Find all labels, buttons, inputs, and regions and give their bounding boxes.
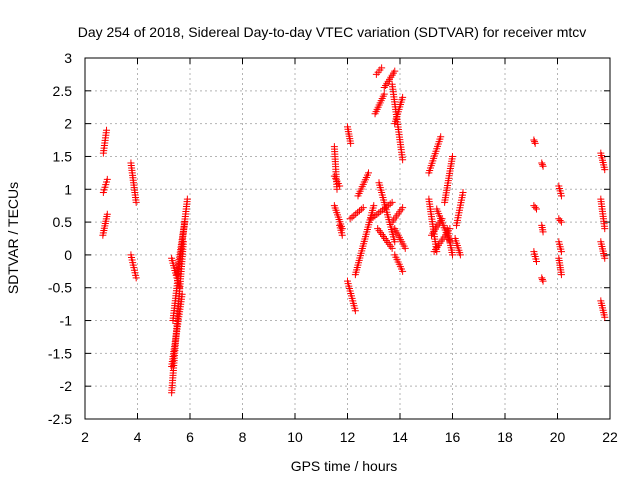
x-tick-label: 22 xyxy=(602,429,618,445)
data-point-marker xyxy=(539,162,547,170)
data-point-marker xyxy=(380,90,388,98)
data-point-marker xyxy=(399,156,407,164)
data-point-marker xyxy=(456,251,464,259)
x-tick-label: 14 xyxy=(392,429,408,445)
data-point-marker xyxy=(601,254,609,262)
x-axis-label: GPS time / hours xyxy=(291,458,398,474)
data-point-marker xyxy=(338,231,346,239)
x-tick-label: 6 xyxy=(186,429,194,445)
x-tick-label: 10 xyxy=(287,429,303,445)
data-point-marker xyxy=(399,267,407,275)
data-point-marker xyxy=(531,203,539,211)
data-point-marker xyxy=(538,159,546,167)
data-point-marker xyxy=(346,215,354,223)
data-point-marker xyxy=(533,257,540,265)
axis-ticks: 2 4 6 8 10 12 14 16 18 20 22 -2.5 -2 -1.5 -1 -0.5 0 0.5 1 1… xyxy=(48,50,618,445)
data-point-marker xyxy=(531,138,539,146)
data-point-marker xyxy=(401,244,409,252)
data-point-marker xyxy=(557,192,565,200)
data-point-marker xyxy=(388,198,396,206)
data-point-marker xyxy=(388,244,396,252)
data-point-marker xyxy=(348,213,356,221)
data-point-marker xyxy=(178,290,186,298)
y-tick-label: 1 xyxy=(64,181,72,197)
data-point-marker xyxy=(556,216,564,224)
x-tick-label: 20 xyxy=(550,429,566,445)
data-point-marker xyxy=(530,136,538,144)
y-tick-label: 3 xyxy=(64,50,72,66)
data-point-marker xyxy=(601,225,609,233)
data-point-marker xyxy=(103,175,111,183)
data-point-marker xyxy=(377,207,385,215)
data-point-marker xyxy=(539,277,547,285)
data-point-marker xyxy=(391,238,399,246)
y-tick-label: 2.5 xyxy=(53,83,73,99)
data-point-marker xyxy=(601,166,609,174)
data-point-marker xyxy=(347,139,355,147)
data-point-marker xyxy=(181,218,189,226)
data-point-marker xyxy=(601,313,609,321)
data-point-marker xyxy=(183,195,191,203)
data-point-marker xyxy=(103,210,111,218)
data-markers xyxy=(99,64,609,397)
y-tick-label: 0.5 xyxy=(53,214,73,230)
data-point-marker xyxy=(176,284,183,292)
data-point-marker xyxy=(373,210,381,218)
grid xyxy=(85,58,610,419)
data-point-marker xyxy=(539,228,547,236)
data-point-marker xyxy=(336,182,344,190)
data-point-marker xyxy=(370,202,378,210)
x-tick-label: 18 xyxy=(497,429,513,445)
x-tick-label: 16 xyxy=(445,429,461,445)
data-point-marker xyxy=(132,274,140,282)
data-point-marker xyxy=(356,207,363,215)
data-point-marker xyxy=(386,200,394,208)
x-tick-label: 4 xyxy=(134,429,142,445)
data-point-marker xyxy=(375,209,383,217)
y-tick-label: 2 xyxy=(64,116,72,132)
y-tick-label: -2.5 xyxy=(48,411,72,427)
data-point-marker xyxy=(459,189,467,197)
data-point-marker xyxy=(132,198,140,206)
data-point-marker xyxy=(538,276,546,284)
y-tick-label: 0 xyxy=(64,247,72,263)
y-tick-label: -1.5 xyxy=(48,345,72,361)
data-point-marker xyxy=(557,218,565,226)
x-tick-label: 12 xyxy=(340,429,356,445)
y-tick-label: -2 xyxy=(60,378,73,394)
data-point-marker xyxy=(538,161,546,169)
x-tick-label: 8 xyxy=(239,429,247,445)
data-point-marker xyxy=(103,126,111,134)
data-point-marker xyxy=(365,169,372,177)
y-tick-label: 1.5 xyxy=(53,148,73,164)
y-tick-label: -0.5 xyxy=(48,280,72,296)
data-point-marker xyxy=(557,271,565,279)
chart-title: Day 254 of 2018, Sidereal Day-to-day VTE… xyxy=(78,24,587,40)
data-point-marker xyxy=(350,212,358,220)
data-point-marker xyxy=(354,208,362,216)
data-point-marker xyxy=(391,67,399,75)
data-point-marker xyxy=(357,205,365,213)
x-tick-label: 2 xyxy=(81,429,89,445)
data-point-marker xyxy=(351,307,359,315)
data-point-marker xyxy=(533,205,540,213)
data-point-marker xyxy=(538,274,546,282)
data-point-marker xyxy=(352,210,360,218)
data-point-marker xyxy=(359,204,367,212)
data-point-marker xyxy=(531,139,539,147)
data-point-marker xyxy=(437,133,445,141)
data-point-marker xyxy=(378,64,386,72)
data-point-marker xyxy=(399,204,407,212)
data-point-marker xyxy=(557,248,565,256)
data-point-marker xyxy=(449,251,456,259)
y-axis-label: SDTVAR / TECUs xyxy=(5,182,21,294)
y-tick-label: -1 xyxy=(60,313,73,329)
data-point-marker xyxy=(399,93,407,101)
data-point-marker xyxy=(449,152,456,160)
